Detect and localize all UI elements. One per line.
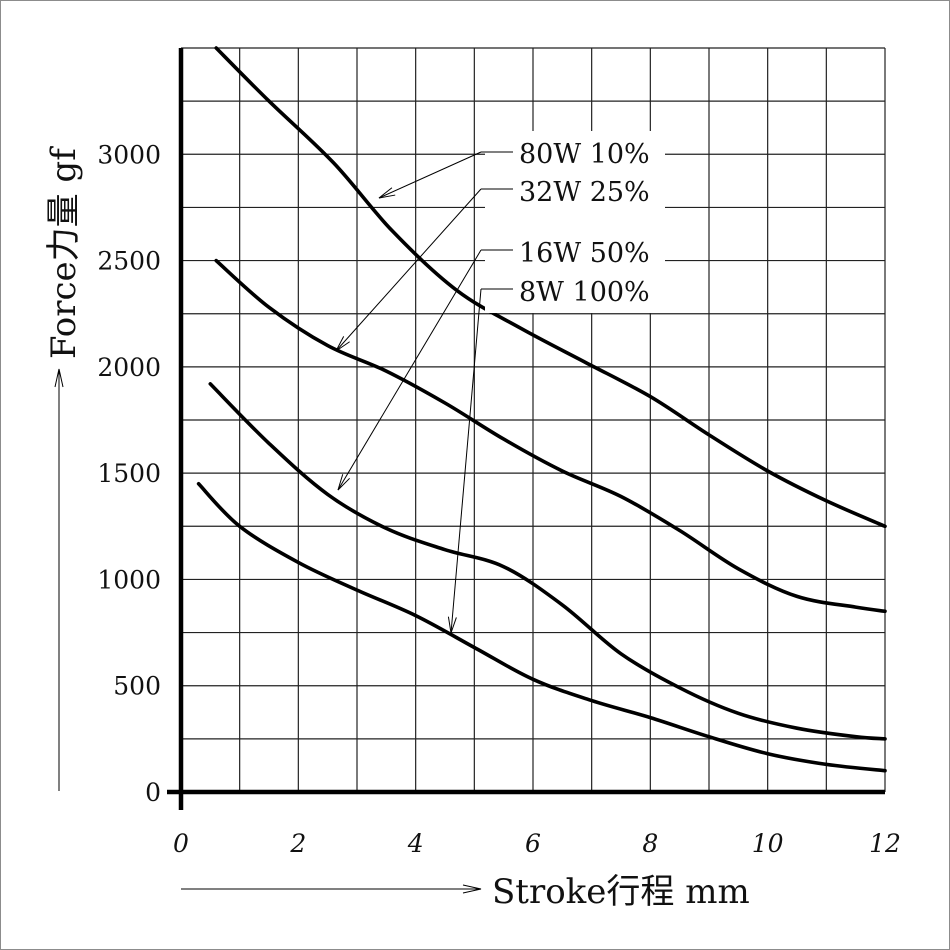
y-axis-label: Force力量 gf: [44, 146, 84, 359]
x-tick-label: 4: [407, 829, 424, 858]
y-tick-label: 0: [145, 778, 161, 807]
legend-label: 32W 25%: [519, 177, 650, 208]
leader-arrowhead: [447, 616, 457, 634]
leader-line: [450, 288, 482, 634]
x-tick-label: 12: [869, 829, 901, 858]
legend-label: 80W 10%: [519, 139, 650, 170]
leader-line: [337, 249, 482, 491]
axis-arrows: [54, 368, 482, 894]
leader-arrowhead: [335, 336, 350, 352]
x-tick-label: 10: [752, 829, 784, 858]
x-tick-label: 0: [173, 829, 189, 858]
y-tick-label: 1500: [97, 459, 161, 488]
series-line: [214, 46, 887, 529]
x-tick-label: 6: [525, 829, 541, 858]
y-direction-arrowhead: [54, 368, 64, 388]
x-axis-label: Stroke行程 mm: [492, 872, 750, 912]
legend: 80W 10% 32W 25% 16W 50% 8W 100%: [335, 131, 665, 634]
y-tick-label: 2500: [97, 247, 161, 276]
leader-line: [378, 151, 482, 199]
axes: [167, 48, 885, 810]
legend-background: [485, 131, 665, 313]
leader-line: [335, 188, 482, 352]
series-line: [196, 482, 887, 773]
series-curves: [196, 46, 887, 773]
y-tick-label: 3000: [97, 140, 161, 169]
legend-label: 16W 50%: [519, 238, 650, 269]
leader-arrowhead: [337, 474, 350, 491]
series-line: [214, 258, 887, 614]
y-tick-labels: 0 500 1000 1500 2000 2500 3000: [97, 140, 161, 807]
legend-label: 8W 100%: [519, 277, 650, 308]
y-tick-label: 2000: [97, 353, 161, 382]
leader-arrowhead: [378, 187, 396, 199]
x-tick-labels: 0 2 4 6 8 10 12: [173, 829, 901, 858]
x-tick-label: 2: [289, 829, 306, 858]
y-tick-label: 1000: [97, 565, 161, 594]
series-line: [208, 382, 887, 741]
y-tick-label: 500: [113, 672, 161, 701]
x-direction-arrowhead: [462, 884, 482, 894]
x-tick-label: 8: [642, 829, 658, 858]
